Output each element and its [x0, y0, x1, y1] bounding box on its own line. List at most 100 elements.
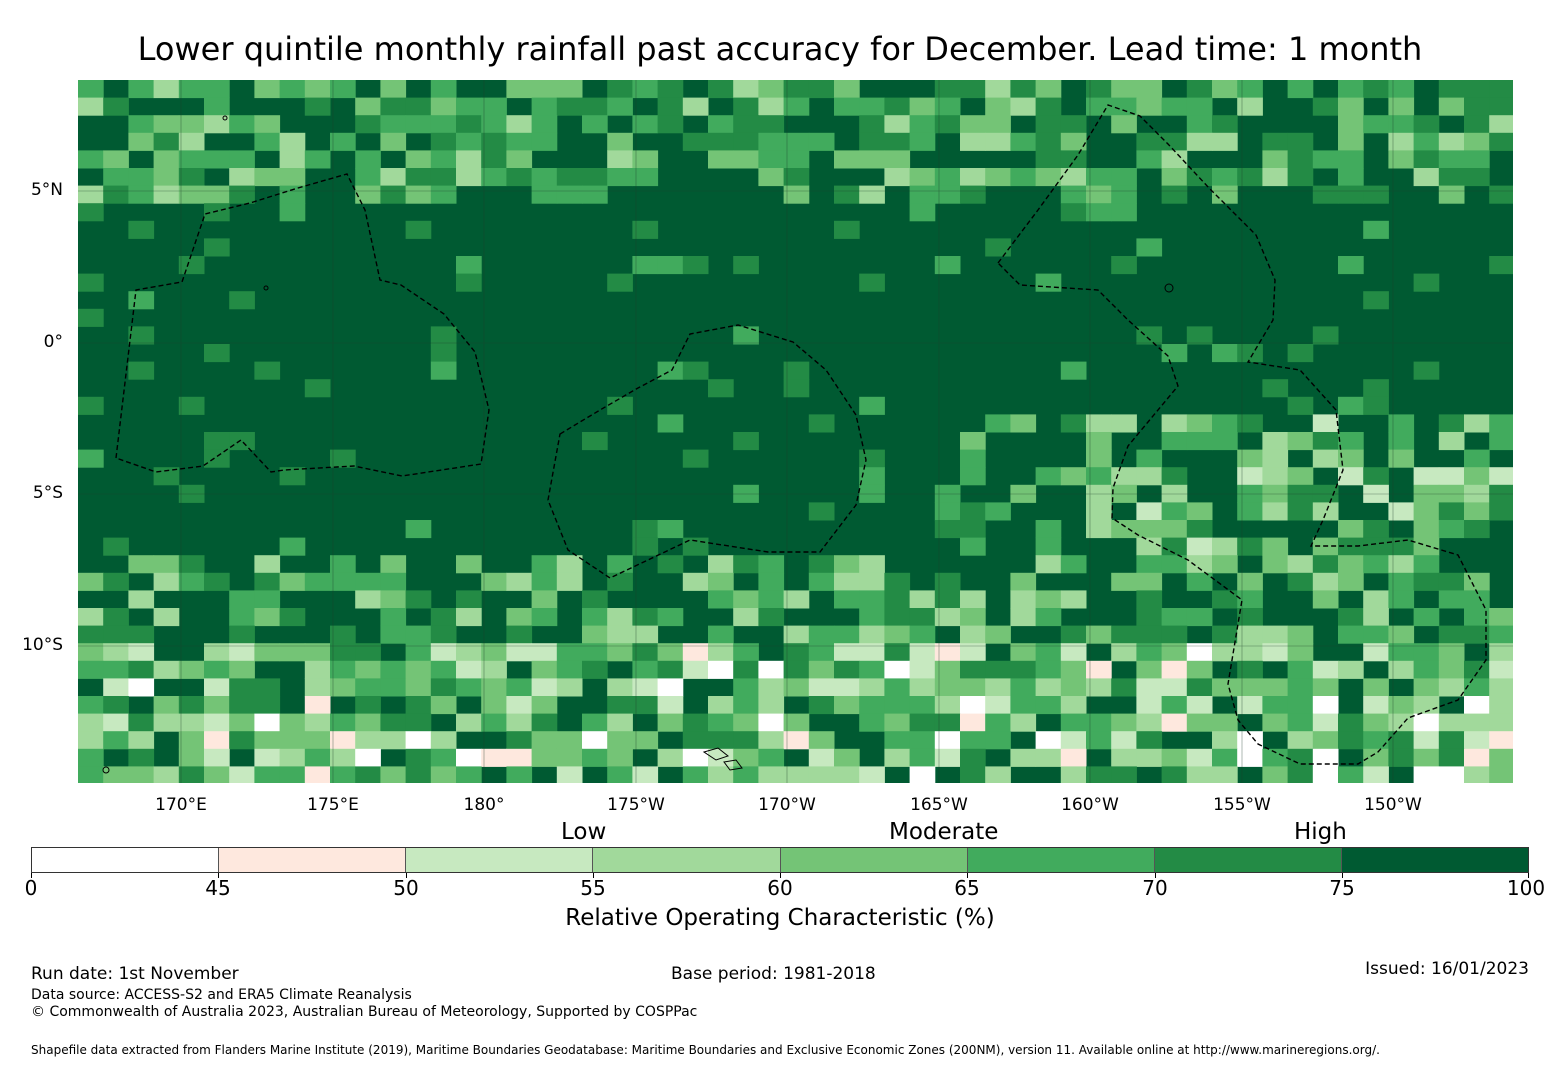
grid-cell: [531, 731, 558, 750]
grid-cell: [1136, 520, 1163, 539]
lon-label: 170°E: [155, 795, 207, 815]
grid-cell: [708, 660, 734, 679]
grid-cell: [1262, 432, 1289, 451]
grid-cell: [78, 203, 104, 222]
grid-cell: [531, 748, 558, 767]
grid-cell: [506, 696, 533, 715]
grid-cell: [1338, 766, 1364, 783]
grid-cell: [682, 97, 709, 116]
grid-cell: [1111, 643, 1137, 662]
grid-cell: [1136, 608, 1163, 627]
legend-category-low: Low: [561, 819, 607, 845]
grid-cell: [1186, 432, 1213, 451]
grid-cell: [733, 731, 759, 750]
grid-cell: [834, 660, 860, 679]
grid-cell: [380, 132, 407, 151]
grid-cell: [808, 766, 835, 783]
grid-cell: [909, 608, 936, 627]
grid-cell: [733, 326, 759, 345]
grid-cell: [582, 625, 608, 644]
grid-cell: [1237, 625, 1263, 644]
grid-cell: [934, 115, 961, 134]
grid-cell: [254, 748, 281, 767]
grid-cell: [254, 555, 281, 574]
grid-cell: [1363, 467, 1389, 486]
grid-cell: [1060, 361, 1087, 380]
grid-cell: [607, 625, 633, 644]
grid-cell: [456, 555, 482, 574]
grid-cell: [582, 608, 608, 627]
grid-cell: [859, 449, 885, 468]
grid-cell: [733, 132, 759, 151]
grid-cell: [78, 766, 104, 783]
grid-cell: [1186, 766, 1213, 783]
colorbar-tick-label: 0: [24, 876, 38, 900]
grid-cell: [153, 572, 180, 591]
grid-cell: [884, 132, 911, 151]
grid-cell: [607, 273, 633, 292]
grid-cell: [834, 590, 860, 609]
grid-cell: [1212, 115, 1238, 134]
colorbar-tick-mark: [780, 873, 781, 878]
grid-cell: [153, 185, 180, 204]
grid-cell: [254, 643, 281, 662]
grid-cell: [682, 643, 709, 662]
grid-cell: [884, 643, 911, 662]
grid-cell: [884, 625, 911, 644]
grid-cell: [1312, 660, 1339, 679]
grid-cell: [1489, 696, 1513, 715]
grid-cell: [254, 132, 281, 151]
grid-cell: [1010, 713, 1037, 732]
grid-cell: [607, 80, 633, 99]
grid-cell: [481, 168, 507, 187]
grid-cell: [229, 590, 255, 609]
grid-cell: [204, 572, 230, 591]
grid-cell: [1388, 731, 1415, 750]
grid-cell: [330, 572, 356, 591]
grid-cell: [456, 766, 482, 783]
grid-cell: [1388, 696, 1415, 715]
grid-cell: [128, 625, 155, 644]
grid-cell: [405, 748, 432, 767]
grid-cell: [78, 608, 104, 627]
grid-cell: [582, 168, 608, 187]
grid-cell: [1136, 731, 1163, 750]
grid-cell: [1388, 502, 1415, 521]
grid-cell: [178, 660, 205, 679]
grid-cell: [1111, 97, 1137, 116]
grid-cell: [1262, 748, 1289, 767]
grid-cell: [1136, 449, 1163, 468]
grid-cell: [506, 168, 533, 187]
grid-cell: [1363, 80, 1389, 99]
grid-cell: [1186, 502, 1213, 521]
grid-cell: [279, 467, 306, 486]
grid-cell: [1312, 748, 1339, 767]
grid-cell: [708, 731, 734, 750]
grid-cell: [960, 80, 986, 99]
grid-cell: [178, 132, 205, 151]
grid-cell: [834, 643, 860, 662]
grid-cell: [632, 696, 659, 715]
grid-cell: [985, 678, 1011, 697]
grid-cell: [1438, 97, 1465, 116]
grid-cell: [960, 625, 986, 644]
grid-cell: [128, 80, 155, 99]
grid-cell: [733, 115, 759, 134]
grid-cell: [128, 555, 155, 574]
colorbar-tick-mark: [1155, 873, 1156, 878]
grid-cell: [1489, 132, 1513, 151]
grid-cell: [1262, 449, 1289, 468]
grid-cell: [204, 238, 230, 257]
grid-cell: [204, 203, 230, 222]
grid-cell: [607, 150, 633, 169]
grid-cell: [783, 97, 810, 116]
grid-cell: [632, 115, 659, 134]
grid-cell: [1136, 643, 1163, 662]
grid-cell: [985, 132, 1011, 151]
grid-cell: [1161, 185, 1188, 204]
grid-cell: [1237, 502, 1263, 521]
grid-cell: [1363, 678, 1389, 697]
grid-cell: [405, 678, 432, 697]
grid-cell: [1212, 643, 1238, 662]
grid-cell: [153, 660, 180, 679]
